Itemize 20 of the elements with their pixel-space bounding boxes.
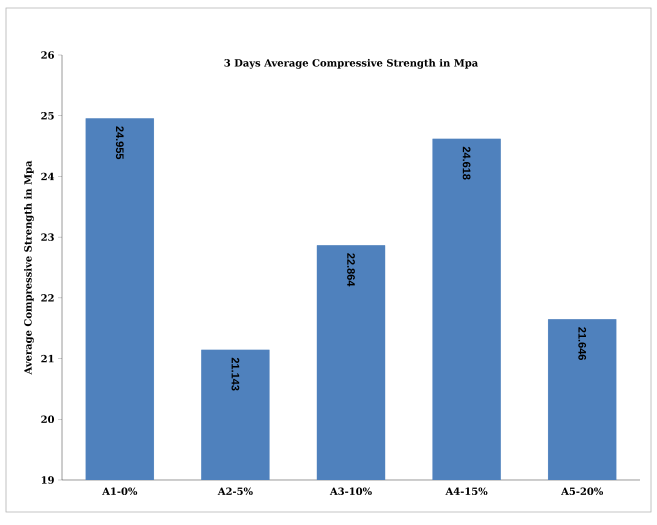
y-tick-label: 25 [41, 112, 54, 120]
data-label: 22.864 [347, 253, 355, 286]
data-label: 21.143 [232, 358, 240, 391]
x-tick-label: A1-0% [102, 487, 138, 496]
y-tick-label: 23 [41, 233, 54, 241]
x-tick-label: A2-5% [218, 487, 253, 496]
x-tick-label: A3-10% [330, 487, 372, 496]
y-axis-title: Average Compressive Strength in Mpa [24, 160, 34, 375]
y-tick-label: 21 [41, 354, 54, 362]
chart-title: 3 Days Average Compressive Strength in Mpa [224, 58, 478, 69]
y-tick-label: 19 [42, 476, 54, 484]
y-tick-label: 24 [41, 172, 54, 180]
y-tick-label: 26 [41, 51, 54, 59]
x-tick-label: A5-20% [561, 487, 604, 496]
data-label: 24.955 [116, 126, 124, 160]
data-label: 24.618 [462, 146, 470, 180]
y-tick-label: 20 [41, 416, 54, 424]
data-label: 21.646 [578, 327, 586, 360]
y-tick-label: 22 [41, 294, 54, 302]
x-tick-label: A4-15% [445, 487, 488, 496]
